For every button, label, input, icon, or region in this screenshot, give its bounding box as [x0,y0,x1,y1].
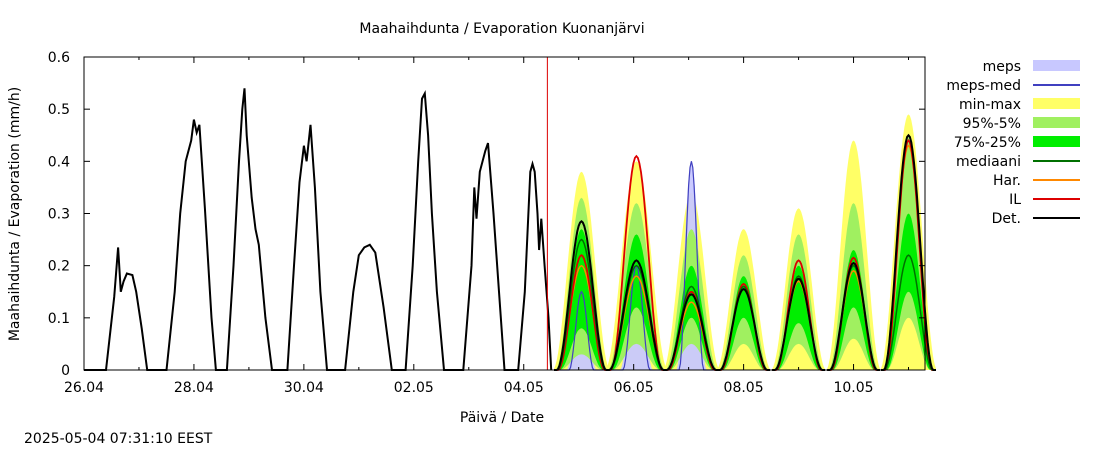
il-line [554,254,609,371]
y-tick-label: 0.4 [48,154,70,170]
legend-swatch [1033,98,1080,109]
p75-p25-band [827,250,880,370]
y-tick-label: 0 [61,363,70,379]
x-tick-label: 02.05 [394,380,434,396]
x-tick-label: 04.05 [504,380,544,396]
p75-p25-band [772,265,825,370]
y-tick-label: 0.3 [48,207,70,223]
y-tick-label: 0.6 [48,50,70,66]
det--line [827,261,880,371]
y-tick-label: 0.1 [48,311,70,327]
det--line [881,133,936,371]
legend-label: mediaani [956,154,1021,170]
legend-label: 95%-5% [963,116,1021,132]
det--line [606,259,667,371]
p75-p25-band [881,213,936,370]
legend-label: IL [1009,192,1021,208]
timestamp: 2025-05-04 07:31:10 EEST [24,431,213,447]
x-tick-label: 06.05 [614,380,654,396]
y-axis-label: Maahaihdunta / Evaporation (mm/h) [7,87,23,341]
legend-label: meps-med [946,78,1021,94]
legend: meps meps-med min-max 95%-5% 75%-25% mediaani… [946,59,1080,227]
det--line [717,287,770,371]
il-line [881,138,936,371]
x-tick-label: 30.04 [284,380,324,396]
y-tick-label: 0.2 [48,259,70,275]
det--line [772,277,825,371]
x-axis-label: Päivä / Date [460,410,544,426]
plot-area [84,57,936,371]
legend-label: 75%-25% [954,135,1021,151]
det--line [554,219,609,371]
det--line [663,293,719,371]
legend-swatch [1033,60,1080,71]
legend-swatch [1033,136,1080,147]
y-axis: 0 0.1 0.2 0.3 0.4 0.5 0.6 [48,50,925,379]
legend-swatch [1033,117,1080,128]
mediaani-line [881,254,936,371]
x-tick-label: 10.05 [833,380,873,396]
observed-det-line [84,88,553,371]
x-tick-label: 26.04 [64,380,104,396]
il-line [606,154,667,371]
legend-label: Har. [993,173,1021,189]
legend-label: Det. [992,211,1021,227]
x-tick-label: 28.04 [174,380,214,396]
p75-p25-band [606,234,667,370]
legend-label: meps [983,59,1021,75]
chart-title: Maahaihdunta / Evaporation Kuonanjärvi [359,21,644,37]
x-tick-label: 08.05 [724,380,764,396]
legend-label: min-max [959,97,1021,113]
x-axis: 26.04 28.04 30.04 02.05 04.05 06.05 08.05 10.05 [64,57,910,396]
p75-p25-band [554,229,609,370]
y-tick-label: 0.5 [48,102,70,118]
p75-p25-band [717,276,770,370]
